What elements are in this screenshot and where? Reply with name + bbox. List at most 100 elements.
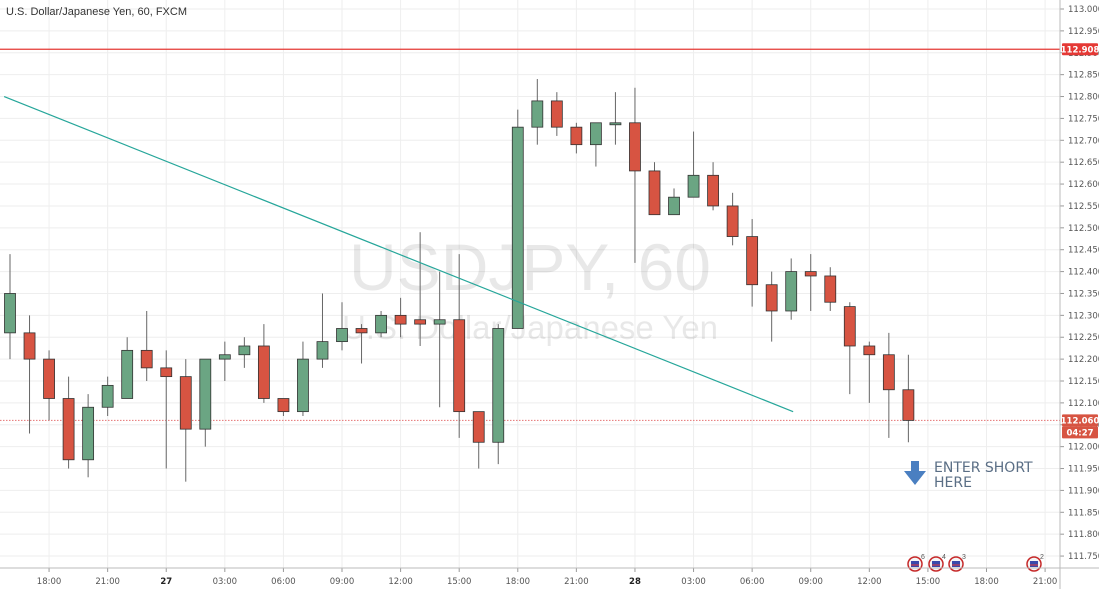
candle[interactable]	[4, 254, 16, 360]
candle[interactable]	[609, 92, 622, 145]
last-price-badge: 112.060	[1061, 414, 1099, 427]
candle[interactable]	[785, 258, 798, 320]
candle-body	[648, 170, 661, 216]
candle[interactable]	[297, 341, 309, 417]
candle[interactable]	[23, 315, 36, 434]
candle[interactable]	[277, 398, 290, 417]
candle[interactable]	[648, 162, 661, 216]
candle[interactable]	[336, 302, 348, 351]
x-tick-label: 18:00	[974, 577, 999, 587]
y-tick-label: 111.750	[1068, 552, 1099, 562]
candle[interactable]	[824, 267, 837, 311]
candle[interactable]	[394, 297, 407, 338]
x-tick-label: 12:00	[388, 577, 413, 587]
candle-body	[687, 174, 700, 198]
candle-body	[550, 100, 563, 128]
candle[interactable]	[726, 192, 739, 246]
candle[interactable]	[82, 394, 95, 478]
candle-body	[746, 236, 759, 286]
candle[interactable]	[257, 324, 270, 403]
x-tick-label: 18:00	[37, 577, 62, 587]
candle-body	[297, 358, 309, 413]
candle[interactable]	[668, 188, 680, 216]
y-tick-label: 112.000	[1068, 443, 1099, 453]
candle[interactable]	[414, 232, 427, 346]
candle-body	[277, 398, 290, 413]
x-tick-label: 15:00	[447, 577, 472, 587]
candle[interactable]	[902, 354, 915, 443]
candle[interactable]	[375, 310, 387, 338]
candle-body	[492, 328, 505, 443]
candle-body	[179, 376, 192, 430]
candle[interactable]	[707, 162, 719, 211]
y-tick-label: 112.850	[1068, 71, 1099, 81]
x-tick-label: 21:00	[1033, 577, 1058, 587]
candles[interactable]	[4, 79, 915, 482]
watermark-name: U.S. Dollar/Japanese Yen	[342, 309, 718, 346]
candle[interactable]	[121, 337, 134, 399]
x-tick-label: 15:00	[916, 577, 941, 587]
candle[interactable]	[492, 324, 505, 465]
resistance-price-badge-label: 112.908	[1061, 45, 1099, 55]
candle[interactable]	[199, 358, 212, 447]
event-count: 3	[962, 554, 966, 561]
candle[interactable]	[160, 350, 173, 469]
trendline[interactable]	[3, 95, 794, 413]
candle[interactable]	[238, 337, 251, 368]
y-tick-label: 112.200	[1068, 355, 1099, 365]
candle[interactable]	[511, 109, 524, 329]
y-tick-label: 113.000	[1068, 5, 1099, 15]
candle[interactable]	[843, 302, 856, 395]
candle[interactable]	[746, 219, 759, 307]
candle[interactable]	[433, 271, 446, 408]
candle-body	[824, 275, 837, 303]
event-count: 2	[1040, 554, 1044, 561]
trendline-group[interactable]	[3, 95, 794, 413]
candle-body	[101, 384, 114, 408]
price-badges: 112.908 112.060 04:27	[1061, 43, 1099, 439]
candle[interactable]	[590, 122, 602, 167]
candle[interactable]	[687, 131, 700, 198]
candle[interactable]	[179, 359, 192, 482]
flag-icon-canton	[1030, 561, 1038, 567]
candle-body	[82, 406, 95, 461]
candle-body	[453, 319, 466, 413]
candle[interactable]	[101, 376, 114, 417]
candle[interactable]	[472, 411, 485, 469]
candle-body	[394, 314, 407, 325]
candle-body	[257, 345, 270, 399]
flag-icon-canton	[952, 561, 960, 567]
y-tick-label: 112.350	[1068, 289, 1099, 299]
candle[interactable]	[765, 271, 778, 342]
candle[interactable]	[355, 324, 368, 364]
y-tick-label: 112.950	[1068, 27, 1099, 37]
x-tick-label: 18:00	[506, 577, 531, 587]
candle[interactable]	[140, 310, 153, 381]
candle[interactable]	[629, 87, 641, 263]
candle[interactable]	[43, 350, 55, 421]
candle[interactable]	[863, 341, 876, 403]
candle[interactable]	[570, 122, 583, 154]
y-tick-label: 112.550	[1068, 202, 1099, 212]
y-tick-label: 112.300	[1068, 311, 1099, 321]
candle[interactable]	[882, 332, 895, 438]
candle[interactable]	[218, 341, 231, 381]
y-tick-label: 111.900	[1068, 486, 1099, 496]
candle[interactable]	[804, 254, 817, 311]
candle[interactable]	[531, 79, 544, 145]
event-count: 6	[921, 554, 925, 561]
y-tick-label: 112.400	[1068, 268, 1099, 278]
watermark: USDJPY, 60 U.S. Dollar/Japanese Yen	[342, 230, 718, 346]
candle[interactable]	[550, 92, 563, 136]
y-tick-label: 112.450	[1068, 246, 1099, 256]
candle[interactable]	[316, 293, 329, 368]
candle-body	[531, 100, 544, 128]
annotation[interactable]: ENTER SHORT HERE	[904, 460, 1033, 491]
candle[interactable]	[62, 376, 75, 469]
y-tick-label: 112.800	[1068, 93, 1099, 103]
candle[interactable]	[453, 254, 466, 438]
countdown-badge: 04:27	[1062, 426, 1098, 439]
candle-body	[726, 205, 739, 237]
